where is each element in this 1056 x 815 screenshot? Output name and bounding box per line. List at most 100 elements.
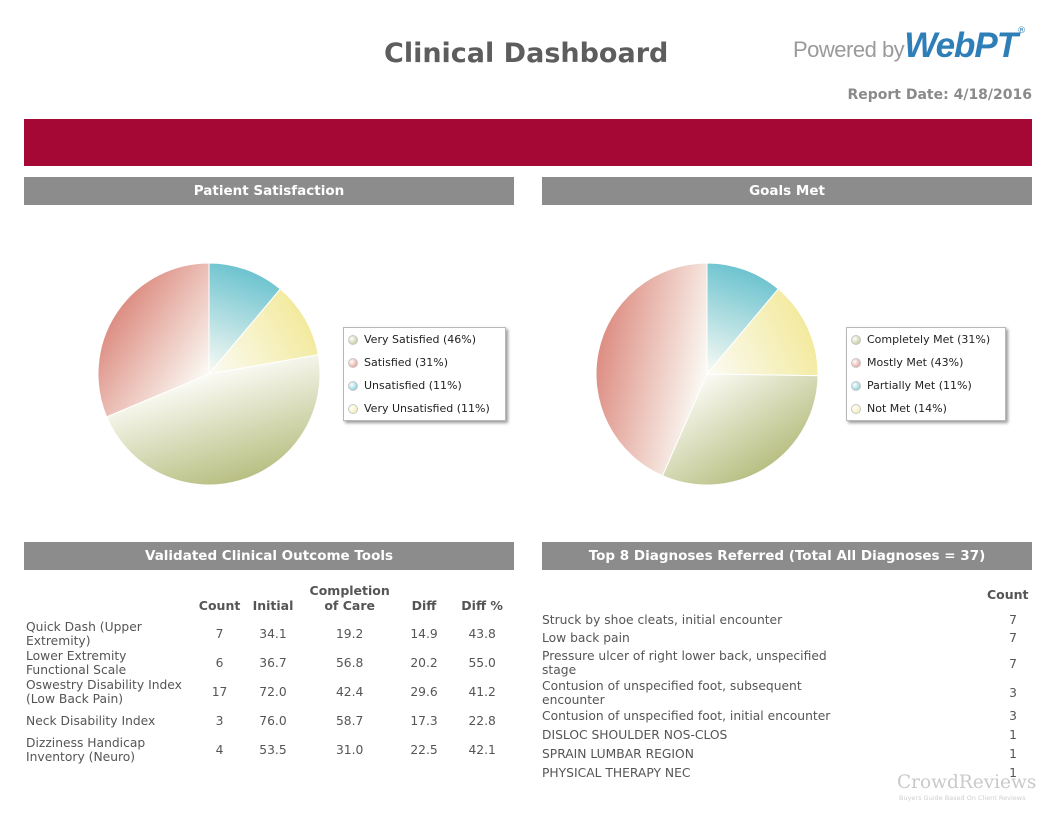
pie-slice-unsatisfied <box>208 262 282 376</box>
diff-cell: 14.9 <box>410 627 438 641</box>
legend-item-mostly-met: Mostly Met (43%) <box>847 351 1005 374</box>
diagnoses-count-header: Count <box>987 587 1029 602</box>
diagnoses-list: Count Struck by shoe cleats, initial enc… <box>542 587 1029 787</box>
initial-cell: 72.0 <box>259 685 287 699</box>
pie-slice-not-met <box>705 288 819 377</box>
count-cell: 17 <box>211 685 228 699</box>
tool-name-cell: Oswestry Disability Index (Low Back Pain… <box>26 678 182 706</box>
pie-slice-partially-met <box>706 262 780 376</box>
diff-cell: 17.3 <box>410 714 438 728</box>
count-cell: 6 <box>215 656 224 670</box>
diagnosis-count: 7 <box>1009 657 1017 671</box>
patient-satisfaction-legend: Very Satisfied (46%) Satisfied (31%) Uns… <box>343 327 506 421</box>
legend-item-partially-met: Partially Met (11%) <box>847 374 1005 397</box>
pie-slice-very-unsatisfied <box>207 288 319 375</box>
table-row: Dizziness Handicap Inventory (Neuro) 4 53.… <box>24 735 514 765</box>
crowdreviews-watermark-tagline: Buyers Guide Based On Client Reviews <box>899 794 1026 802</box>
legend-item-very-unsatisfied: Very Unsatisfied (11%) <box>344 397 505 420</box>
legend-label: Not Met (14%) <box>867 402 947 415</box>
legend-swatch <box>851 380 861 391</box>
completion-cell: 42.4 <box>335 685 364 699</box>
column-header-diff-pct: Diff % <box>461 598 503 613</box>
outcome-tools-table: Count Initial Completion of Care Diff Di… <box>24 583 514 765</box>
initial-cell: 36.7 <box>259 656 287 670</box>
section-header-outcome-tools: Validated Clinical Outcome Tools <box>24 542 514 570</box>
completion-cell: 31.0 <box>335 743 364 757</box>
legend-item-satisfied: Satisfied (31%) <box>344 351 505 374</box>
column-header-diff: Diff <box>411 598 437 613</box>
completion-cell: 19.2 <box>335 627 364 641</box>
diff-cell: 20.2 <box>410 656 438 670</box>
column-header-initial: Initial <box>252 598 294 613</box>
initial-cell: 34.1 <box>259 627 287 641</box>
pie-slice-satisfied <box>97 262 210 418</box>
logo-prefix: Powered by <box>793 37 905 62</box>
table-row: Neck Disability Index 3 76.0 58.7 17.3 22.8 <box>24 707 514 735</box>
table-row: Lower Extremity Functional Scale 6 36.7 56.… <box>24 649 514 677</box>
header-banner <box>24 119 1032 166</box>
section-header-goals-met: Goals Met <box>542 177 1032 205</box>
legend-swatch <box>348 334 358 345</box>
initial-cell: 76.0 <box>259 714 287 728</box>
table-header-row: Count Initial Completion of Care Diff Di… <box>24 583 514 619</box>
diagnosis-label: Pressure ulcer of right lower back, unsp… <box>542 649 827 677</box>
legend-item-unsatisfied: Unsatisfied (11%) <box>344 374 505 397</box>
diff-pct-cell: 55.0 <box>468 656 496 670</box>
legend-swatch <box>348 380 358 391</box>
section-header-patient-satisfaction: Patient Satisfaction <box>24 177 514 205</box>
crowdreviews-watermark: CrowdReviews <box>897 772 1037 793</box>
legend-swatch <box>348 403 358 414</box>
section-header-top-diagnoses: Top 8 Diagnoses Referred (Total All Diag… <box>542 542 1032 570</box>
diagnosis-label: Low back pain <box>542 631 630 645</box>
initial-cell: 53.5 <box>259 743 287 757</box>
diagnosis-count: 3 <box>1009 709 1017 723</box>
column-header-tool <box>24 583 195 619</box>
diagnosis-label: Contusion of unspecified foot, subsequen… <box>542 679 802 707</box>
diagnosis-count: 1 <box>1009 766 1017 780</box>
diff-pct-cell: 43.8 <box>468 627 496 641</box>
diagnosis-count: 1 <box>1009 747 1017 761</box>
legend-swatch <box>348 357 358 368</box>
report-date: Report Date: 4/18/2016 <box>847 87 1032 103</box>
diagnosis-label: DISLOC SHOULDER NOS-CLOS <box>542 728 728 742</box>
diff-pct-cell: 22.8 <box>468 714 496 728</box>
legend-swatch <box>851 403 861 414</box>
diff-pct-cell: 41.2 <box>468 685 496 699</box>
tool-name-cell: Quick Dash (Upper Extremity) <box>26 620 142 648</box>
pie-slice-completely-met <box>661 373 819 486</box>
diff-cell: 29.6 <box>410 685 438 699</box>
completion-cell: 56.8 <box>335 656 364 670</box>
legend-label: Unsatisfied (11%) <box>364 379 462 392</box>
legend-label: Completely Met (31%) <box>867 333 991 346</box>
diagnosis-count: 7 <box>1009 613 1017 627</box>
count-cell: 4 <box>215 743 224 757</box>
legend-label: Satisfied (31%) <box>364 356 449 369</box>
diagnosis-label: Struck by shoe cleats, initial encounter <box>542 613 783 627</box>
column-header-completion: Completion of Care <box>309 583 390 613</box>
diagnosis-count: 3 <box>1009 686 1017 700</box>
legend-label: Very Unsatisfied (11%) <box>364 402 490 415</box>
goals-met-pie-chart <box>595 262 819 486</box>
legend-label: Partially Met (11%) <box>867 379 972 392</box>
legend-label: Mostly Met (43%) <box>867 356 964 369</box>
legend-item-very-satisfied: Very Satisfied (46%) <box>344 328 505 351</box>
logo-registered-mark: ® <box>1017 26 1027 36</box>
tool-name-cell: Neck Disability Index <box>26 714 156 728</box>
legend-swatch <box>851 334 861 345</box>
completion-cell: 58.7 <box>335 714 364 728</box>
goals-met-legend: Completely Met (31%) Mostly Met (43%) Pa… <box>846 327 1006 421</box>
count-cell: 7 <box>215 627 224 641</box>
count-cell: 3 <box>215 714 224 728</box>
table-row: Oswestry Disability Index (Low Back Pain… <box>24 677 514 707</box>
pie-slice-mostly-met <box>595 262 708 477</box>
tool-name-cell: Lower Extremity Functional Scale <box>26 649 127 677</box>
legend-item-completely-met: Completely Met (31%) <box>847 328 1005 351</box>
legend-label: Very Satisfied (46%) <box>364 333 476 346</box>
diagnosis-label: SPRAIN LUMBAR REGION <box>542 747 694 761</box>
logo-brand: WebPT <box>904 26 1018 65</box>
patient-satisfaction-pie-chart <box>97 262 321 486</box>
page-title: Clinical Dashboard <box>384 38 669 69</box>
diff-pct-cell: 42.1 <box>468 743 496 757</box>
webpt-logo: Powered byWebPT® <box>793 26 1033 70</box>
diagnosis-count: 1 <box>1009 728 1017 742</box>
